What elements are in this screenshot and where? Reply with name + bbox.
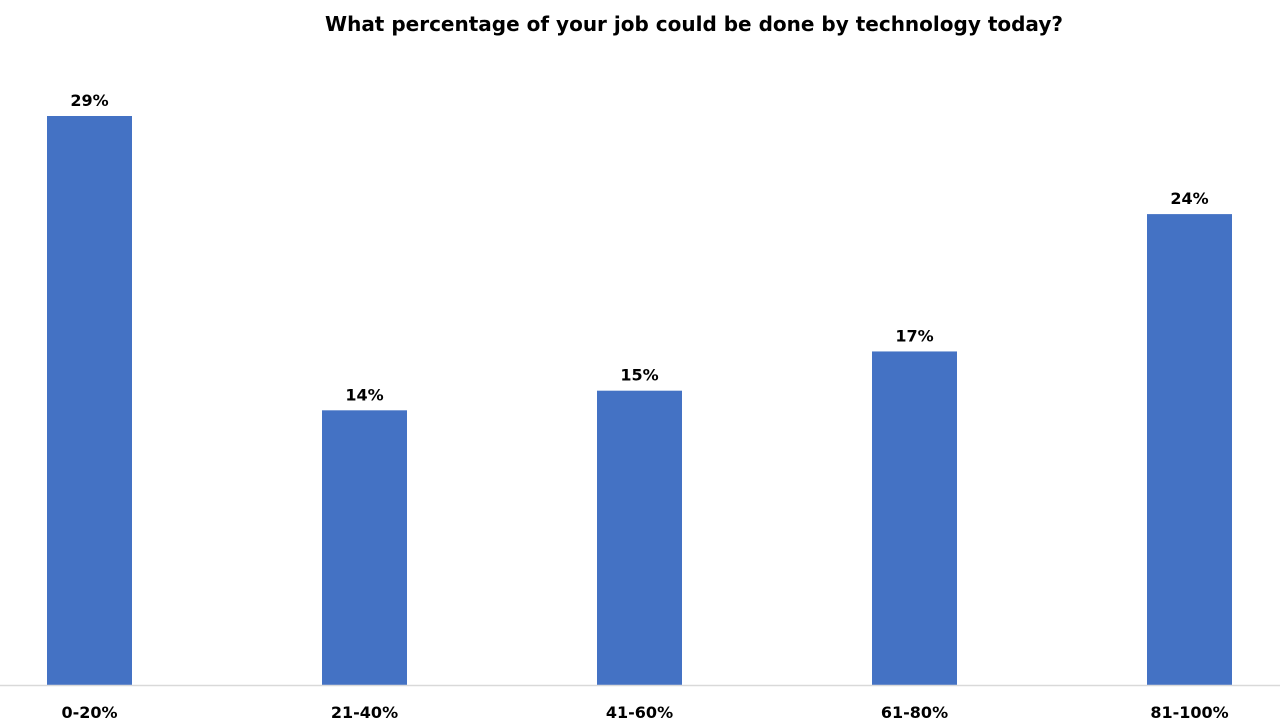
bar-21-40% (322, 410, 407, 685)
bar-41-60% (597, 390, 682, 685)
x-tick-label: 81-100% (1150, 703, 1228, 720)
x-tick-label: 0-20% (61, 703, 117, 720)
data-label: 14% (345, 385, 383, 404)
x-tick-label: 21-40% (331, 703, 398, 720)
bar-81-100% (1147, 214, 1232, 685)
bar-61-80% (872, 351, 957, 685)
data-label: 24% (1170, 189, 1208, 208)
x-tick-label: 61-80% (881, 703, 948, 720)
data-label: 29% (70, 91, 108, 110)
data-label: 15% (620, 366, 658, 385)
x-tick-label: 41-60% (606, 703, 673, 720)
bar-0-20% (47, 116, 132, 685)
chart-title: What percentage of your job could be don… (325, 12, 1063, 36)
data-label: 17% (895, 326, 933, 345)
